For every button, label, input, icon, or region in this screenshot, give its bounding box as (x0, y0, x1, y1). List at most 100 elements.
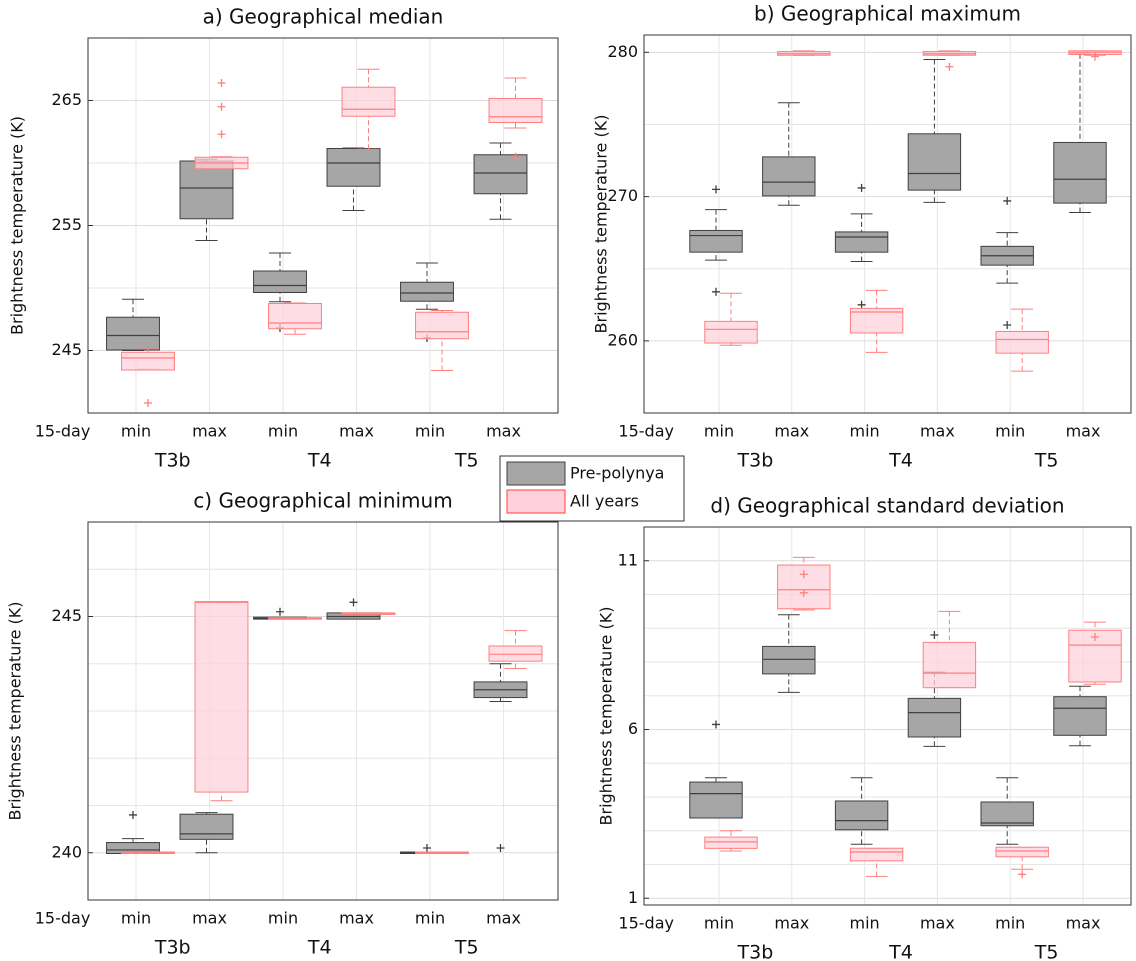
group-label: T3b (737, 942, 774, 961)
outlier (799, 570, 808, 579)
box (253, 270, 307, 293)
outlier (712, 185, 720, 194)
y-tick-label: 280 (607, 42, 638, 61)
box (473, 154, 528, 195)
box (980, 801, 1034, 827)
x-tick-label: max (486, 909, 521, 928)
box (849, 847, 904, 862)
box-plot (194, 79, 249, 170)
box-plot (121, 851, 175, 854)
legend-label: Pre-polynya (570, 464, 664, 483)
y-tick-label: 6 (628, 719, 638, 738)
box (922, 641, 977, 689)
box (689, 229, 743, 253)
box-plot (121, 347, 175, 407)
group-label: T4 (888, 942, 913, 961)
box (704, 836, 758, 849)
x-tick-label: max (486, 422, 521, 441)
group-label: T4 (307, 450, 332, 472)
x-tick-label: min (850, 422, 880, 441)
group-label: T5 (1034, 450, 1059, 472)
box (834, 231, 889, 253)
outlier (423, 844, 431, 853)
x-tick-label: min (268, 422, 298, 441)
legend-label: All years (570, 492, 639, 511)
box (704, 320, 758, 344)
box (268, 303, 322, 330)
y-tick-label: 245 (51, 340, 82, 359)
y-tick-label: 1 (628, 888, 638, 907)
chart-title: a) Geographical median (203, 5, 444, 29)
x-tick-label: min (415, 422, 445, 441)
box-plot (415, 310, 469, 371)
x-start-label: 15-day (35, 909, 91, 928)
x-tick-label: min (850, 914, 880, 933)
box-plot (777, 50, 831, 56)
outlier (349, 598, 358, 607)
box (179, 160, 234, 220)
outlier (1003, 320, 1012, 329)
box (762, 645, 816, 675)
y-tick-label: 255 (51, 215, 82, 234)
group-label: T3b (154, 937, 191, 959)
group-label: T4 (888, 450, 913, 472)
group-label: T5 (454, 937, 479, 959)
box-plot (689, 185, 743, 296)
group-label: T3b (737, 450, 774, 472)
legend-swatch (506, 461, 566, 486)
box-plot (689, 720, 743, 819)
outlier (144, 399, 152, 407)
y-axis-label: Brightness temperature (K) (8, 116, 27, 335)
x-tick-label: min (704, 914, 734, 933)
outlier (217, 79, 226, 87)
group-label: T3b (154, 450, 191, 472)
outlier (1091, 52, 1099, 61)
box-plot (849, 847, 904, 877)
y-tick-label: 11 (618, 550, 638, 569)
x-tick-label: max (774, 422, 809, 441)
outlier (1003, 196, 1012, 205)
y-tick-label: 270 (607, 186, 638, 205)
chart-title: c) Geographical minimum (193, 489, 452, 513)
box-plot (834, 777, 889, 845)
box-plot (704, 830, 758, 852)
outlier (496, 844, 505, 853)
x-tick-label: min (268, 909, 298, 928)
box (689, 781, 743, 819)
box (995, 846, 1049, 858)
box-plot (268, 302, 322, 335)
outlier (129, 810, 137, 819)
box (194, 601, 249, 793)
box-plot (1053, 53, 1107, 213)
box (121, 351, 175, 371)
outlier (857, 300, 866, 309)
legend: Pre-polynya All years (499, 455, 685, 522)
box (1053, 141, 1107, 204)
x-tick-label: max (920, 422, 955, 441)
y-tick-label: 265 (51, 90, 82, 109)
x-tick-label: min (704, 422, 734, 441)
box-plot (473, 663, 528, 853)
box-plot (106, 298, 160, 351)
plot-frame (87, 37, 559, 414)
box (326, 148, 381, 187)
y-tick-label: 260 (607, 330, 638, 349)
box-plot (1053, 685, 1107, 747)
y-axis-label: Brightness temperature (K) (597, 607, 616, 826)
plot-frame (643, 526, 1132, 906)
box-plot (341, 68, 396, 150)
box-plot (762, 102, 816, 206)
group-label: T5 (1034, 942, 1059, 961)
chart-title: d) Geographical standard deviation (710, 494, 1064, 518)
plot-frame (643, 34, 1132, 414)
x-tick-label: max (1066, 914, 1101, 933)
outlier (945, 62, 954, 71)
box (341, 86, 396, 117)
box-plot (488, 77, 543, 161)
box-plot (341, 612, 396, 615)
outlier (217, 102, 226, 111)
box-plot (995, 308, 1049, 372)
y-tick-label: 240 (51, 842, 82, 861)
outlier (930, 631, 939, 639)
box-plot (179, 812, 234, 854)
